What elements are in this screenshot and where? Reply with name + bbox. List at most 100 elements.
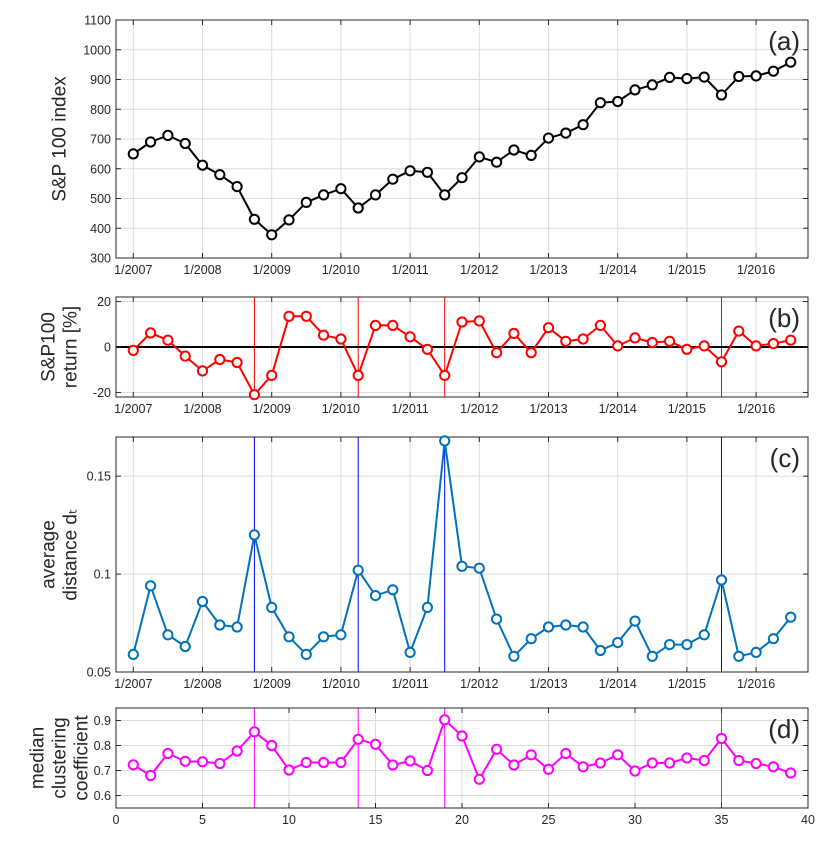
data-point [283, 310, 295, 322]
x-tick-label: 1/2007 [114, 402, 152, 416]
x-tick-label: 1/2011 [391, 263, 428, 277]
y-tick-label: 0.6 [94, 789, 111, 803]
data-point [387, 319, 399, 331]
data-point [266, 369, 278, 381]
data-point [248, 213, 260, 225]
panel-b: 1/2007 1/2008 1/2009 1/2010 1/2011 1/2012 1/20… [39, 295, 809, 416]
x-tick-label: 15 [369, 813, 383, 827]
data-point [664, 639, 676, 651]
x-tick-label: 1/2007 [114, 677, 152, 691]
data-point [508, 650, 520, 662]
data-point [179, 755, 191, 767]
data-point [387, 759, 399, 771]
data-point [629, 615, 641, 627]
y-tick-label: 1000 [83, 43, 111, 57]
data-point [248, 389, 260, 401]
data-point [629, 332, 641, 344]
data-point [491, 613, 503, 625]
y-axis-label: distance dₜ [61, 508, 82, 600]
data-point [352, 733, 364, 745]
x-tick-label: 1/2011 [391, 402, 428, 416]
data-point [387, 173, 399, 185]
data-point [300, 310, 312, 322]
data-point [196, 595, 209, 608]
x-tick-label: 1/2008 [183, 263, 221, 277]
x-tick-label: 1/2013 [529, 677, 567, 691]
data-point [612, 95, 624, 108]
x-tick-label: 1/2012 [460, 677, 498, 691]
y-tick-label: -20 [93, 386, 111, 400]
y-axis-label: return [%] [61, 306, 82, 388]
data-point [491, 156, 503, 168]
x-tick-label: 35 [715, 813, 729, 827]
data-point [283, 214, 295, 226]
data-point [698, 754, 710, 767]
data-point [369, 319, 382, 331]
data-point [266, 601, 278, 614]
data-point [577, 119, 589, 131]
x-tick-label: 1/2008 [183, 677, 221, 691]
axes-frame-c [115, 436, 809, 673]
data-point [681, 752, 693, 764]
y-tick-label: 0.15 [87, 470, 111, 484]
data-point [439, 189, 451, 201]
data-point [196, 365, 209, 377]
data-point [664, 71, 676, 84]
data-point [646, 336, 658, 349]
data-point [248, 529, 260, 541]
data-point [612, 340, 624, 352]
data-point [456, 316, 468, 328]
data-point [300, 196, 312, 208]
panel-label: (b) [768, 303, 800, 333]
data-point [715, 574, 728, 586]
y-tick-label: 700 [90, 133, 111, 147]
data-point [508, 759, 520, 771]
data-point [542, 132, 555, 144]
data-point [525, 749, 537, 761]
data-point [646, 650, 658, 662]
data-point [318, 756, 330, 769]
y-axis-label: average [39, 520, 60, 589]
x-tick-label: 25 [542, 813, 556, 827]
data-point [698, 629, 710, 641]
data-point [335, 183, 347, 195]
x-tick-label: 1/2014 [599, 677, 637, 691]
data-point [369, 590, 382, 602]
data-point [266, 229, 278, 241]
data-point [785, 611, 797, 623]
data-point [404, 331, 416, 343]
data-point [231, 356, 243, 369]
data-point [733, 650, 745, 662]
data-point [698, 340, 710, 352]
data-point [594, 644, 607, 657]
y-tick-label: 600 [90, 162, 111, 176]
data-point [785, 767, 797, 779]
panel-c: 1/2007 1/2008 1/2009 1/2010 1/2011 1/2012 1/20… [39, 435, 809, 691]
data-point [715, 732, 728, 745]
data-point [369, 738, 382, 750]
data-point [300, 648, 312, 661]
x-tick-label: 1/2010 [322, 677, 360, 691]
x-tick-label: 40 [801, 813, 815, 827]
data-point [456, 730, 468, 742]
data-point [318, 329, 330, 341]
data-point [681, 73, 693, 85]
data-point [404, 646, 416, 659]
data-point [231, 621, 243, 633]
data-point [352, 369, 364, 381]
data-point [508, 327, 520, 339]
data-point [335, 629, 347, 641]
y-tick-label: 400 [90, 222, 111, 236]
data-point [767, 633, 780, 645]
data-point [404, 165, 416, 177]
data-point [196, 159, 209, 171]
y-axis-label: median [28, 727, 49, 789]
data-point [698, 71, 710, 83]
data-point [733, 754, 745, 767]
data-point [335, 756, 347, 769]
x-tick-label: 30 [628, 813, 642, 827]
data-point [646, 757, 658, 769]
y-axis-label: clustering [50, 717, 71, 798]
y-tick-label: 0.8 [94, 739, 111, 753]
data-point [335, 333, 347, 345]
